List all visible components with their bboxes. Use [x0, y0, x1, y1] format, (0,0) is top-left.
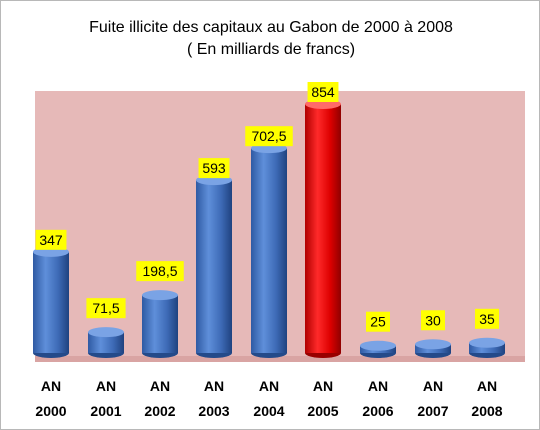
value-label-7: 25 [366, 311, 390, 332]
x-axis-tick-year: 2008 [471, 403, 502, 419]
value-label-background [136, 261, 184, 282]
x-axis-tick-year: 2007 [417, 403, 448, 419]
value-label-4: 593 [198, 158, 230, 179]
bar-top [360, 340, 396, 351]
bar-an-2005 [305, 99, 341, 358]
bar-top [142, 290, 178, 301]
x-axis-tick-prefix: AN [423, 378, 443, 394]
x-axis-tick-year: 2001 [90, 403, 121, 419]
x-axis-tick-prefix: AN [259, 378, 279, 394]
value-label-9: 35 [475, 308, 499, 329]
bar-an-2008 [469, 337, 505, 358]
x-axis-tick-year: 2006 [362, 403, 393, 419]
value-label-1: 347 [35, 229, 67, 250]
bar-an-2004 [251, 143, 287, 358]
value-label-background [198, 158, 230, 179]
x-axis-tick-year: 2004 [253, 403, 284, 419]
value-label-background [35, 229, 67, 250]
value-label-2: 71,5 [86, 298, 126, 319]
x-axis-tick-prefix: AN [204, 378, 224, 394]
value-label-text: 35 [479, 311, 495, 327]
bar-an-2007 [415, 339, 451, 358]
bar-top [469, 337, 505, 348]
value-label-background [307, 82, 339, 102]
value-label-text: 71,5 [92, 300, 119, 316]
value-label-3: 198,5 [136, 261, 184, 282]
value-label-6: 854 [307, 82, 339, 102]
chart-title: Fuite illicite des capitaux au Gabon de … [89, 19, 453, 36]
value-label-text: 593 [202, 160, 226, 176]
value-label-background [475, 308, 499, 329]
x-axis-tick-prefix: AN [368, 378, 388, 394]
value-label-text: 702,5 [251, 128, 286, 144]
bar-body [305, 104, 341, 353]
plot-baseline-shadow [35, 356, 525, 362]
value-label-8: 30 [421, 310, 445, 331]
x-axis-tick-prefix: AN [477, 378, 497, 394]
value-label-background [366, 311, 390, 332]
bar-top [88, 327, 124, 338]
value-label-text: 198,5 [142, 263, 177, 279]
x-axis-tick-prefix: AN [150, 378, 170, 394]
value-label-background [86, 298, 126, 319]
value-label-text: 30 [425, 312, 441, 328]
chart-subtitle: ( En milliards de francs) [187, 41, 355, 58]
bar-body [469, 342, 505, 353]
x-axis-tick-prefix: AN [41, 378, 61, 394]
value-label-5: 702,5 [245, 126, 293, 147]
value-label-background [421, 310, 445, 331]
bar-body [251, 148, 287, 353]
x-axis-labels-layer: AN 2000 AN 2001 AN 2002 AN 2003 AN 2004 AN 2005 AN 20… [35, 378, 502, 419]
bar-an-2006 [360, 340, 396, 358]
x-axis-tick-year: 2003 [198, 403, 229, 419]
value-labels-layer: 347 71,5 198,5 593 702,5 854 25 30 35 [35, 82, 499, 332]
bar-top [415, 339, 451, 350]
x-axis-tick-year: 2002 [144, 403, 175, 419]
value-label-background [245, 126, 293, 147]
x-axis-tick-year: 2000 [35, 403, 66, 419]
bar-an-2003 [196, 175, 232, 358]
x-axis-tick-prefix: AN [313, 378, 333, 394]
bar-an-2000 [33, 246, 69, 358]
bar-an-2001 [88, 327, 124, 358]
bar-body [88, 332, 124, 353]
value-label-text: 854 [311, 84, 335, 100]
bar-body [142, 295, 178, 353]
value-label-text: 347 [39, 232, 63, 248]
value-label-text: 25 [370, 314, 386, 330]
bar-body [33, 251, 69, 353]
x-axis-tick-year: 2005 [307, 403, 338, 419]
x-axis-tick-prefix: AN [96, 378, 116, 394]
bar-body [196, 180, 232, 353]
bar-an-2002 [142, 290, 178, 358]
